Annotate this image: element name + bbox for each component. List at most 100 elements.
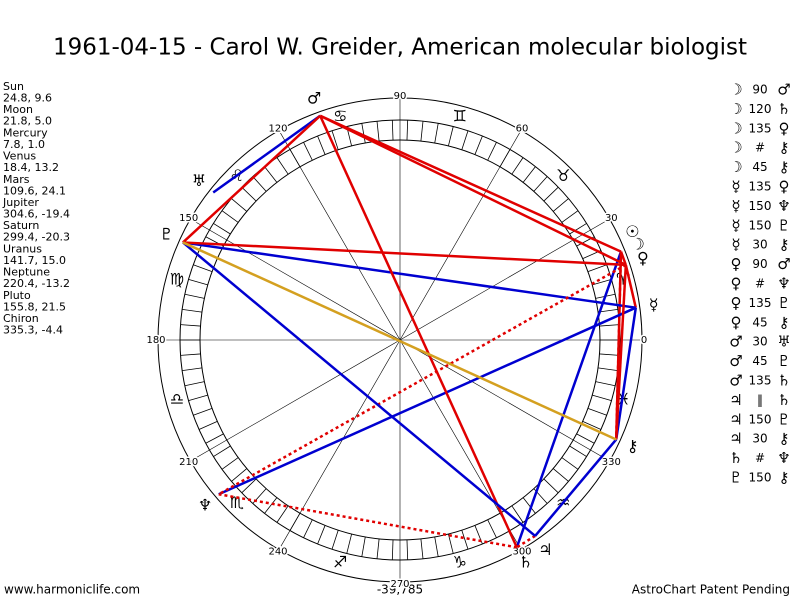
ring-tick (376, 121, 380, 142)
aspect-from: ☽ (729, 139, 742, 157)
aspect-from: ♃ (729, 430, 742, 448)
ring-tick (552, 468, 569, 482)
aspect-to: ♇ (777, 216, 790, 234)
aspect-to: ♀ (779, 119, 790, 137)
planet-glyph: ☿ (649, 295, 659, 314)
ring-tick (474, 135, 483, 155)
aspect-line (182, 241, 636, 309)
ring-tick (569, 445, 587, 457)
aspect-from: ♂ (729, 333, 742, 351)
ring-tick (391, 539, 394, 560)
ring-tick (561, 210, 579, 223)
planet-coords: 18.4, 13.2 (3, 161, 59, 174)
aspect-to: ♅ (777, 333, 790, 351)
radial-line (399, 339, 610, 462)
planet-coords: 141.7, 15.0 (3, 254, 66, 267)
ring-tick (264, 166, 278, 183)
ring-tick (597, 308, 618, 313)
aspect-angle: 30 (752, 238, 767, 252)
degree-label: 30 (605, 213, 618, 224)
ring-tick (180, 353, 201, 356)
aspect-angle: 150 (749, 471, 772, 485)
ring-tick (434, 536, 439, 557)
planet-name: Jupiter (2, 196, 39, 209)
aspect-from: ♃ (729, 410, 742, 428)
aspect-angle: 135 (749, 121, 772, 135)
ring-tick (576, 433, 595, 444)
aspect-from: ♀ (731, 294, 742, 312)
planet-glyph: ☽ (631, 234, 645, 253)
radial-line (190, 339, 401, 462)
aspect-angle: 135 (749, 296, 772, 310)
footer-right: AstroChart Patent Pending (632, 583, 790, 597)
radial-line (278, 339, 401, 550)
ring-tick (188, 394, 208, 402)
aspect-to: ♇ (777, 410, 790, 428)
aspect-line (182, 241, 617, 441)
degree-label: 330 (602, 457, 621, 468)
planet-coords: 155.8, 21.5 (3, 300, 66, 313)
degree-label: 0 (641, 335, 647, 346)
ring-tick (595, 381, 616, 387)
ring-tick (391, 120, 394, 141)
ring-tick (447, 533, 454, 554)
aspect-angle: 150 (749, 218, 772, 232)
aspect-angle: ‖ (757, 393, 763, 407)
aspect-line (218, 493, 518, 549)
ring-tick (592, 394, 612, 402)
aspect-to: ♇ (777, 294, 790, 312)
aspect-angle: 90 (752, 83, 767, 97)
planet-name: Mercury (3, 126, 48, 139)
degree-label: 150 (179, 213, 198, 224)
aspect-to: ♇ (777, 352, 790, 370)
planet-glyph: ♃ (538, 540, 552, 559)
ring-tick (303, 519, 313, 538)
planet-coords: 304.6, -19.4 (3, 208, 70, 221)
aspect-from: ☿ (731, 216, 740, 234)
ring-tick (184, 381, 205, 387)
ring-tick (317, 135, 326, 155)
ring-tick (231, 198, 248, 212)
degree-label: 90 (394, 91, 407, 102)
aspect-angle: 45 (752, 354, 767, 368)
planet-coords: 335.3, -4.4 (3, 324, 63, 337)
aspect-to: ⚷ (779, 236, 790, 254)
aspect-line (182, 114, 322, 244)
aspect-from: ♀ (731, 255, 742, 273)
aspect-line (319, 115, 518, 548)
ring-tick (587, 408, 607, 416)
planet-name: Mars (3, 173, 30, 186)
zodiac-sign: ♑ (453, 553, 467, 572)
ring-tick (184, 293, 205, 299)
planet-coords: 109.6, 24.1 (3, 184, 66, 197)
aspect-from: ☿ (731, 236, 740, 254)
planet-glyph: ☉ (625, 222, 639, 241)
aspect-from: ♂ (729, 352, 742, 370)
footer-center: -39,785 (377, 583, 423, 597)
aspect-to: ⚷ (779, 430, 790, 448)
planet-name: Neptune (3, 266, 50, 279)
aspect-angle: 135 (749, 180, 772, 194)
aspect-from: ♀ (731, 313, 742, 331)
aspect-to: ⚷ (779, 139, 790, 157)
aspect-angle: 120 (749, 102, 772, 116)
aspect-angle: # (755, 141, 765, 155)
aspect-to: ♄ (777, 391, 790, 409)
ring-tick (522, 166, 536, 183)
planet-coords: 7.8, 1.0 (3, 138, 45, 151)
aspect-angle: 45 (752, 315, 767, 329)
aspect-line (534, 438, 618, 537)
ring-tick (487, 142, 497, 161)
planet-glyph: ♆ (198, 495, 212, 514)
ring-tick (587, 264, 607, 272)
planet-glyph: ♅ (192, 171, 206, 190)
ring-tick (213, 445, 231, 457)
ring-tick (406, 539, 409, 560)
aspect-angle: # (755, 451, 765, 465)
planet-glyph: ♀ (637, 249, 649, 268)
title: 1961-04-15 - Carol W. Greider, American … (53, 35, 747, 61)
ring-tick (447, 126, 454, 147)
ring-tick (420, 121, 424, 142)
aspect-angle: 150 (749, 412, 772, 426)
